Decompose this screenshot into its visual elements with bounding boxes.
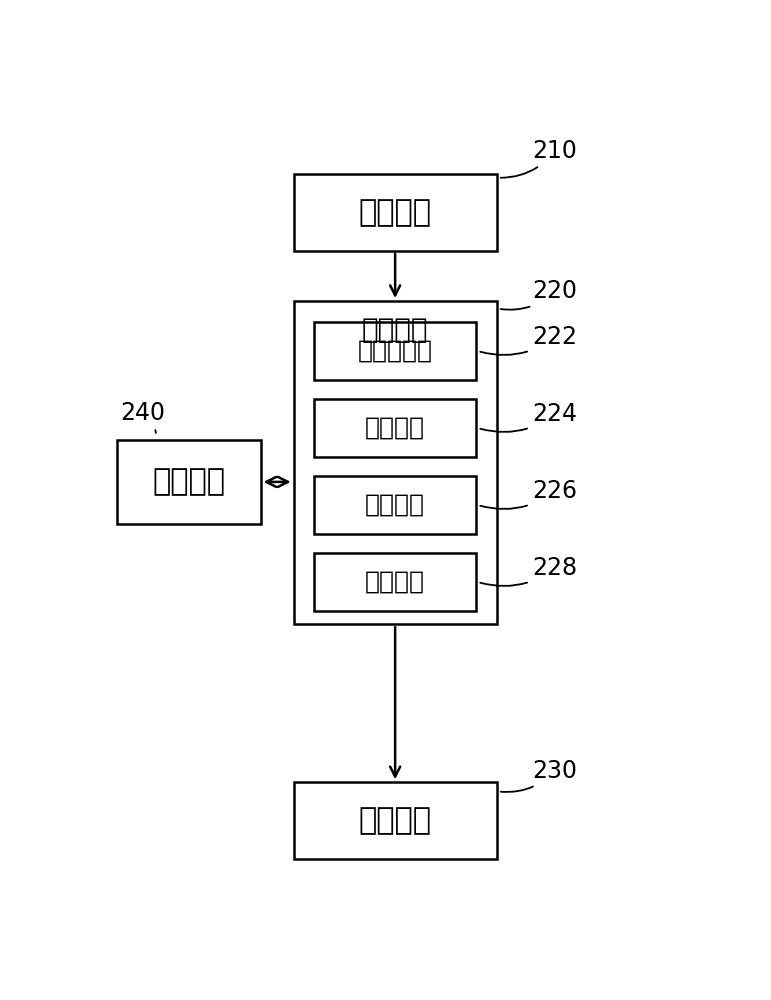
Text: 210: 210 [500, 139, 577, 178]
Text: 滤波单元: 滤波单元 [365, 493, 425, 517]
Text: 230: 230 [500, 759, 577, 792]
Text: 220: 220 [500, 279, 577, 310]
Bar [117, 440, 261, 524]
Text: 存储单元: 存储单元 [153, 467, 225, 496]
Text: 224: 224 [480, 402, 577, 432]
Bar [315, 322, 476, 380]
Text: 处理单元: 处理单元 [362, 316, 429, 344]
Bar [294, 301, 497, 624]
Text: 校正单元: 校正单元 [365, 570, 425, 594]
Text: 变换单元: 变换单元 [365, 416, 425, 440]
Text: 240: 240 [120, 401, 165, 433]
Bar [315, 553, 476, 611]
Bar [315, 399, 476, 457]
Bar [294, 782, 497, 859]
Text: 重建单元: 重建单元 [359, 806, 432, 835]
Text: 226: 226 [480, 479, 577, 509]
Bar [294, 174, 497, 251]
Text: 228: 228 [480, 556, 577, 586]
Bar [315, 476, 476, 534]
Text: 222: 222 [480, 325, 577, 355]
Text: 扫描单元: 扫描单元 [359, 198, 432, 227]
Text: 预处理单元: 预处理单元 [358, 339, 433, 363]
